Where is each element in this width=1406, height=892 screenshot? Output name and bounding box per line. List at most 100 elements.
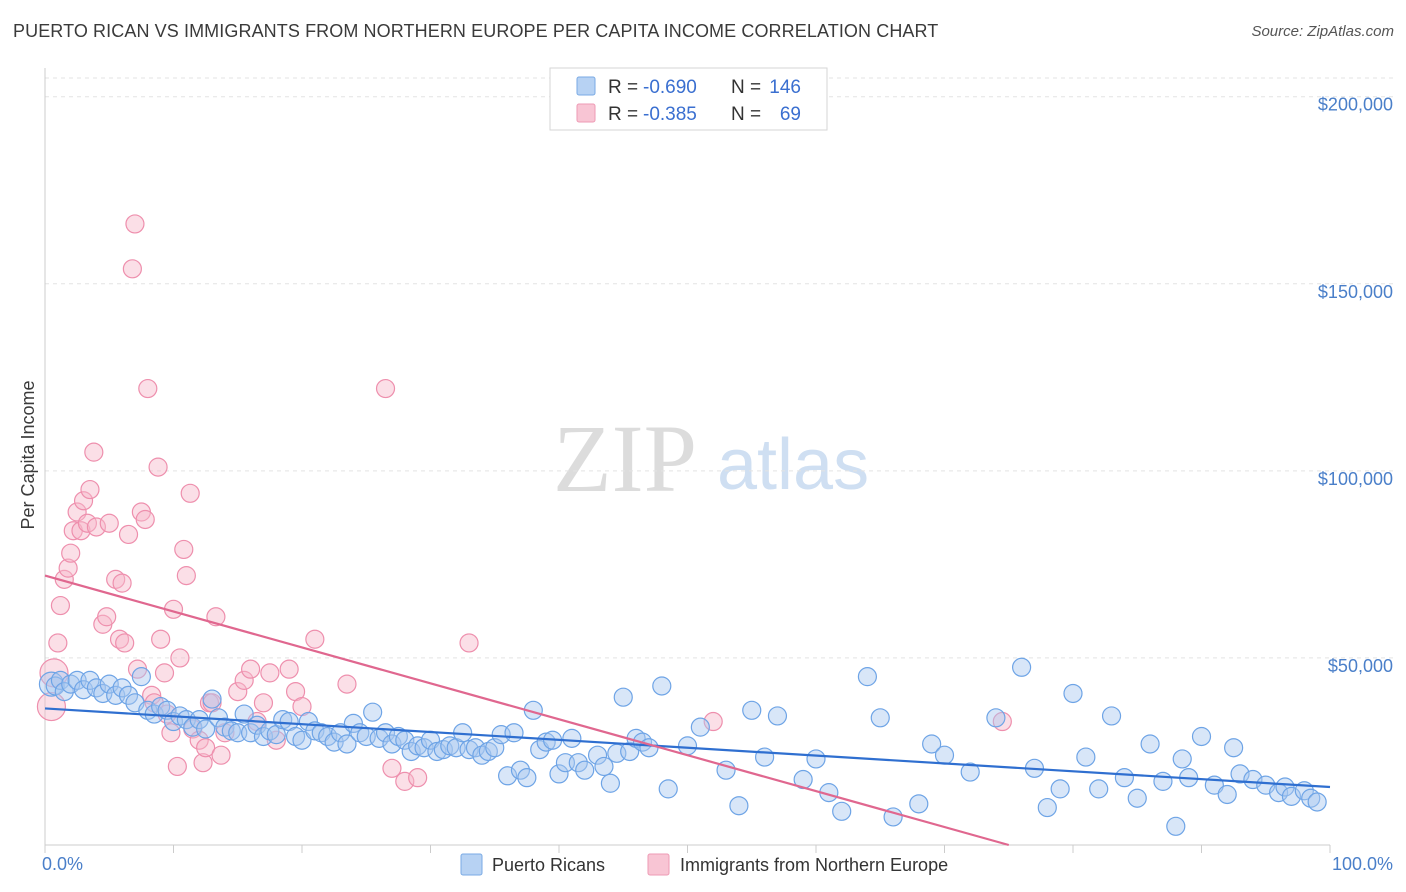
point-puerto-ricans-95 — [658, 779, 678, 799]
point-puerto-ricans-124 — [1127, 788, 1147, 808]
legend-r-label-blue: R = — [608, 77, 638, 98]
chart-title: PUERTO RICAN VS IMMIGRANTS FROM NORTHERN… — [13, 21, 939, 41]
point-northern-europe-27 — [135, 509, 155, 530]
bottom-legend: Puerto Ricans Immigrants from Northern E… — [460, 853, 948, 876]
point-puerto-ricans-133 — [1224, 738, 1244, 758]
point-puerto-ricans-40 — [292, 730, 312, 750]
top-legend: R = -0.690 N = 146 R = -0.385 N = 69 — [549, 67, 828, 131]
axes — [44, 68, 1331, 853]
point-northern-europe-38 — [170, 648, 190, 668]
point-puerto-ricans-74 — [510, 760, 531, 780]
watermark: ZIP atlas — [553, 405, 869, 512]
point-puerto-ricans-138 — [1275, 777, 1295, 797]
point-puerto-ricans-111 — [922, 734, 942, 754]
point-puerto-ricans-107 — [857, 667, 878, 687]
bottom-legend-label-blue: Puerto Ricans — [492, 855, 605, 875]
x-tick-labels: 0.0% 100.0% — [42, 854, 1393, 874]
point-puerto-ricans-118 — [1050, 779, 1070, 799]
point-northern-europe-65 — [395, 771, 415, 791]
point-northern-europe-24 — [125, 214, 145, 234]
point-puerto-ricans-120 — [1076, 747, 1096, 767]
point-puerto-ricans-130 — [1191, 726, 1212, 747]
legend-r-label-pink: R = — [608, 104, 638, 125]
series-puerto-ricans — [38, 657, 1327, 836]
point-puerto-ricans-77 — [530, 739, 550, 760]
point-northern-europe-6 — [61, 543, 81, 563]
point-puerto-ricans-73 — [504, 723, 524, 743]
point-puerto-ricans-93 — [639, 738, 659, 758]
point-northern-europe-31 — [148, 457, 168, 477]
x-tick-label-0: 0.0% — [42, 854, 83, 874]
grid-lines — [45, 77, 1394, 659]
point-puerto-ricans-41 — [298, 711, 319, 732]
point-northern-europe-37 — [167, 756, 187, 777]
point-puerto-ricans-75 — [517, 768, 537, 788]
legend-n-label-pink: N = — [731, 104, 761, 125]
y-tick-label-2: $150,000 — [1318, 282, 1393, 302]
point-puerto-ricans-127 — [1166, 816, 1186, 836]
point-northern-europe-67 — [459, 633, 479, 653]
point-puerto-ricans-110 — [909, 794, 929, 814]
point-northern-europe-21 — [115, 633, 135, 653]
point-northern-europe-0 — [36, 691, 67, 722]
point-northern-europe-33 — [154, 663, 175, 683]
point-puerto-ricans-100 — [742, 700, 762, 720]
bottom-legend-label-pink: Immigrants from Northern Europe — [680, 855, 948, 875]
point-puerto-ricans-86 — [594, 756, 614, 777]
point-puerto-ricans-59 — [414, 738, 434, 758]
point-northern-europe-14 — [86, 517, 107, 537]
point-puerto-ricans-121 — [1089, 779, 1109, 799]
point-northern-europe-52 — [234, 670, 254, 690]
point-puerto-ricans-84 — [575, 760, 595, 780]
point-puerto-ricans-54 — [382, 734, 402, 754]
point-puerto-ricans-99 — [729, 796, 749, 816]
point-puerto-ricans-142 — [1307, 792, 1327, 812]
point-northern-europe-32 — [151, 629, 171, 649]
point-northern-europe-2 — [48, 633, 68, 653]
legend-swatch-pink — [576, 103, 596, 123]
trend-lines — [44, 574, 1331, 847]
point-puerto-ricans-15 — [131, 667, 151, 687]
top-legend-box — [549, 67, 828, 131]
point-puerto-ricans-126 — [1153, 771, 1173, 791]
point-northern-europe-44 — [193, 753, 213, 773]
point-puerto-ricans-82 — [562, 728, 582, 748]
point-puerto-ricans-26 — [202, 689, 222, 709]
y-tick-labels: $50,000 $100,000 $150,000 $200,000 — [1318, 95, 1393, 676]
y-tick-label-0: $50,000 — [1328, 656, 1393, 676]
legend-n-value-pink: 69 — [780, 104, 801, 125]
point-northern-europe-62 — [337, 674, 357, 694]
point-puerto-ricans-97 — [690, 717, 710, 737]
point-puerto-ricans-106 — [832, 801, 852, 821]
point-puerto-ricans-46 — [330, 723, 351, 743]
point-puerto-ricans-2 — [50, 670, 71, 690]
point-northern-europe-16 — [97, 607, 117, 627]
point-northern-europe-13 — [84, 442, 104, 462]
legend-r-value-pink: -0.385 — [643, 104, 697, 125]
point-puerto-ricans-13 — [118, 685, 139, 705]
point-northern-europe-45 — [196, 738, 216, 758]
point-puerto-ricans-112 — [934, 745, 955, 765]
legend-n-value-blue: 146 — [769, 77, 801, 98]
point-puerto-ricans-3 — [54, 681, 74, 702]
point-northern-europe-41 — [180, 483, 200, 503]
point-puerto-ricans-117 — [1037, 797, 1057, 818]
legend-r-value-blue: -0.690 — [643, 77, 697, 98]
watermark-atlas: atlas — [717, 425, 869, 505]
point-northern-europe-19 — [109, 629, 130, 649]
point-northern-europe-53 — [241, 659, 261, 679]
point-puerto-ricans-96 — [677, 736, 698, 756]
point-northern-europe-39 — [174, 539, 194, 560]
point-northern-europe-56 — [260, 663, 280, 683]
point-puerto-ricans-12 — [112, 678, 132, 698]
point-puerto-ricans-123 — [1114, 768, 1135, 788]
point-puerto-ricans-108 — [870, 708, 890, 728]
point-northern-europe-3 — [50, 595, 71, 616]
point-northern-europe-17 — [99, 513, 119, 533]
point-northern-europe-22 — [118, 524, 139, 545]
point-puerto-ricans-132 — [1217, 784, 1237, 805]
point-northern-europe-55 — [253, 693, 274, 713]
trend-line-puerto-ricans — [44, 707, 1331, 789]
point-puerto-ricans-89 — [613, 687, 633, 707]
legend-n-label-blue: N = — [731, 77, 761, 98]
